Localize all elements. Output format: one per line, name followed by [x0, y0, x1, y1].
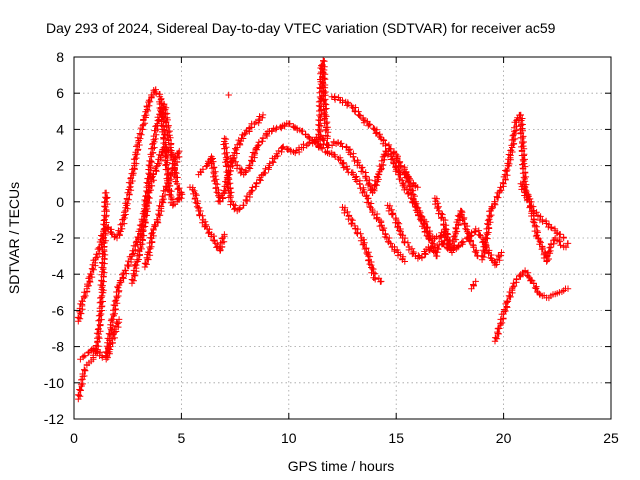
series-track-13 [339, 204, 385, 285]
series-track-7 [186, 184, 228, 254]
y-tick-label: -10 [44, 375, 64, 391]
series-marks-track-22 [225, 91, 232, 99]
axis-ticks [73, 56, 612, 420]
x-tick-label: 5 [178, 430, 186, 446]
series-marks-track-11 [314, 57, 332, 151]
y-tick-labels: -12 -10 -8 -6 -4 -2 0 2 4 6 8 [44, 49, 64, 427]
y-tick-label: 4 [56, 121, 64, 137]
y-tick-label: -2 [52, 230, 65, 246]
x-tick-label: 15 [388, 430, 404, 446]
grid-lines [74, 57, 611, 419]
y-tick-label: 0 [56, 194, 64, 210]
y-tick-label: -12 [44, 411, 64, 427]
series-track-9 [220, 133, 441, 260]
series-marks-track-15 [393, 165, 449, 243]
x-axis-label: GPS time / hours [288, 458, 395, 474]
series-track-5 [128, 144, 179, 287]
series-marks-track-5 [128, 144, 179, 287]
series-track-22 [225, 91, 232, 99]
series-track-15 [393, 165, 449, 243]
chart-title: Day 293 of 2024, Sidereal Day-to-day VTE… [46, 20, 556, 36]
series-track-21 [517, 180, 567, 242]
series-marks-track-6 [141, 147, 183, 271]
y-axis-label: SDTVAR / TECUs [6, 182, 22, 294]
series-marks-track-18 [468, 278, 479, 292]
y-tick-label: -6 [52, 302, 65, 318]
series-track-20 [491, 267, 572, 345]
series-track-2 [75, 189, 111, 403]
series-track-10 [227, 120, 408, 265]
data-points [74, 57, 572, 403]
series-track-18 [468, 278, 479, 292]
series-track-6 [141, 147, 183, 271]
series-track-14 [384, 202, 451, 262]
x-tick-label: 0 [70, 430, 78, 446]
y-tick-label: 8 [56, 49, 64, 65]
series-marks-track-9 [220, 133, 441, 260]
series-marks-track-21 [517, 180, 567, 242]
x-tick-label: 10 [281, 430, 297, 446]
y-tick-label: 6 [56, 85, 64, 101]
x-tick-labels: 0 5 10 15 20 25 [70, 430, 619, 446]
series-marks-track-14 [384, 202, 451, 262]
y-tick-label: 2 [56, 158, 64, 174]
series-marks-track-10 [227, 120, 408, 265]
x-tick-label: 25 [603, 430, 619, 446]
series-marks-track-20 [491, 267, 572, 345]
series-marks-track-2 [75, 189, 111, 403]
series-marks-track-7 [186, 184, 228, 254]
y-tick-label: -8 [52, 339, 65, 355]
series-marks-track-13 [339, 204, 385, 285]
x-tick-label: 20 [496, 430, 512, 446]
series-track-11 [314, 57, 332, 151]
y-tick-label: -4 [52, 266, 65, 282]
